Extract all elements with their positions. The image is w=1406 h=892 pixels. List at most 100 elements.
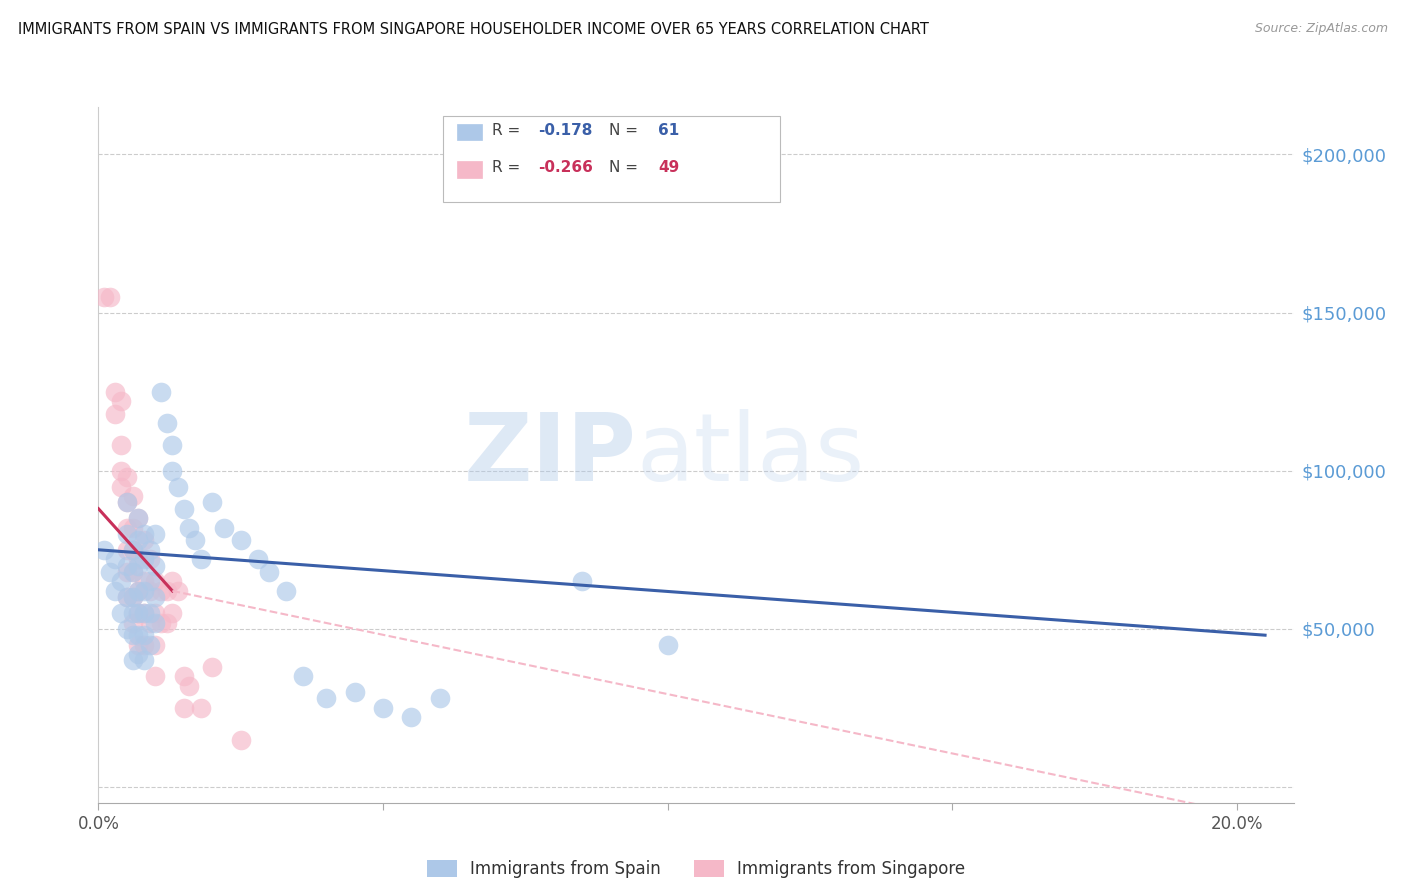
Point — [132, 533, 155, 548]
Point — [571, 574, 593, 589]
Point — [138, 583, 160, 598]
Point — [143, 615, 166, 630]
Point — [132, 628, 155, 642]
Point — [190, 552, 212, 566]
Point — [143, 574, 166, 589]
Point — [143, 591, 166, 605]
Point — [132, 527, 155, 541]
Point — [115, 622, 138, 636]
Point — [127, 583, 149, 598]
Point — [315, 691, 337, 706]
Point — [190, 701, 212, 715]
Point — [121, 565, 143, 579]
Point — [127, 511, 149, 525]
Point — [179, 679, 201, 693]
Point — [104, 384, 127, 399]
Point — [150, 583, 173, 598]
Point — [127, 533, 149, 548]
Point — [115, 495, 138, 509]
Point — [127, 638, 149, 652]
Point — [121, 521, 143, 535]
Point — [184, 533, 207, 548]
Point — [121, 542, 143, 557]
Legend: Immigrants from Spain, Immigrants from Singapore: Immigrants from Spain, Immigrants from S… — [420, 854, 972, 885]
Point — [156, 417, 179, 431]
Point — [173, 701, 195, 715]
Point — [429, 691, 451, 706]
Point — [343, 685, 366, 699]
Point — [98, 565, 121, 579]
Text: ZIP: ZIP — [464, 409, 636, 501]
Point — [143, 558, 166, 573]
Point — [110, 394, 132, 409]
Point — [401, 710, 423, 724]
Point — [127, 606, 149, 620]
Point — [138, 552, 160, 566]
Point — [143, 606, 166, 620]
Point — [138, 606, 160, 620]
Point — [127, 511, 149, 525]
Point — [138, 615, 160, 630]
Point — [162, 464, 184, 478]
Point — [173, 501, 195, 516]
Point — [127, 647, 149, 661]
Point — [132, 653, 155, 667]
Point — [121, 628, 143, 642]
Text: R =: R = — [492, 161, 520, 175]
Text: 61: 61 — [658, 123, 679, 137]
Point — [121, 591, 143, 605]
Point — [257, 565, 280, 579]
Point — [371, 701, 394, 715]
Text: Source: ZipAtlas.com: Source: ZipAtlas.com — [1254, 22, 1388, 36]
Point — [132, 606, 155, 620]
Point — [121, 615, 143, 630]
Point — [121, 565, 143, 579]
Point — [167, 583, 190, 598]
Point — [212, 521, 235, 535]
Point — [143, 527, 166, 541]
Point — [121, 542, 143, 557]
Text: -0.266: -0.266 — [538, 161, 593, 175]
Point — [115, 542, 138, 557]
Text: -0.178: -0.178 — [538, 123, 593, 137]
Point — [229, 732, 252, 747]
Text: IMMIGRANTS FROM SPAIN VS IMMIGRANTS FROM SINGAPORE HOUSEHOLDER INCOME OVER 65 YE: IMMIGRANTS FROM SPAIN VS IMMIGRANTS FROM… — [18, 22, 929, 37]
Text: N =: N = — [609, 161, 638, 175]
Point — [132, 606, 155, 620]
Point — [167, 479, 190, 493]
Point — [292, 669, 315, 683]
Point — [201, 495, 224, 509]
Point — [173, 669, 195, 683]
Point — [156, 615, 179, 630]
Point — [246, 552, 269, 566]
Text: N =: N = — [609, 123, 638, 137]
Point — [110, 464, 132, 478]
Point — [104, 552, 127, 566]
Point — [156, 583, 179, 598]
Point — [143, 638, 166, 652]
Point — [132, 583, 155, 598]
Point — [110, 606, 132, 620]
Point — [127, 552, 149, 566]
Point — [276, 583, 298, 598]
Point — [162, 606, 184, 620]
Point — [115, 591, 138, 605]
Point — [104, 583, 127, 598]
Point — [138, 574, 160, 589]
Point — [98, 290, 121, 304]
Point — [127, 606, 149, 620]
Point — [121, 591, 143, 605]
Point — [138, 638, 160, 652]
Point — [179, 521, 201, 535]
Point — [150, 384, 173, 399]
Point — [121, 489, 143, 503]
Point — [115, 495, 138, 509]
Point — [110, 438, 132, 452]
Point — [93, 290, 115, 304]
Point — [132, 638, 155, 652]
Point — [115, 558, 138, 573]
Point — [132, 574, 155, 589]
Point — [115, 521, 138, 535]
Point — [143, 669, 166, 683]
Point — [110, 479, 132, 493]
